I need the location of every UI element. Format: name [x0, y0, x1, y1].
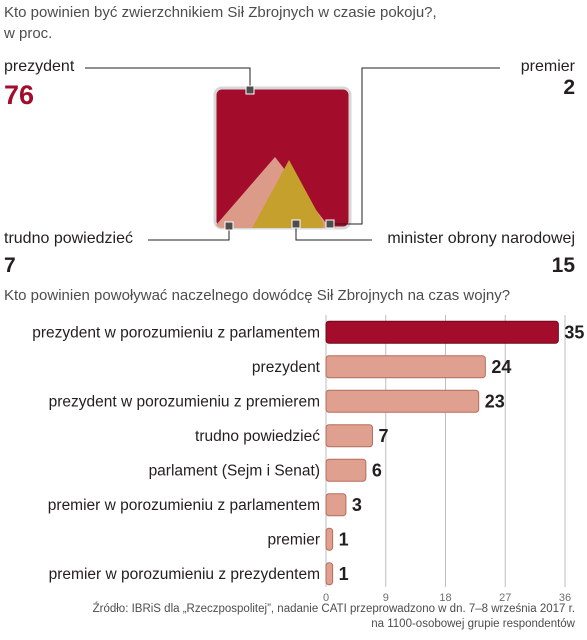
category-label-3: trudno powiedzieć — [195, 428, 320, 445]
source-line-2: na 1100-osobowej grupie respondentów — [371, 618, 575, 630]
label-prezydent: prezydent — [4, 58, 75, 75]
marker-prezydent — [245, 85, 255, 95]
leader-minister — [295, 224, 372, 241]
chart1-title: Kto powinien być zwierzchnikiem Sił Zbro… — [4, 2, 474, 44]
category-label-6: premier — [267, 531, 320, 548]
chart1-subtitle: w proc. — [4, 25, 53, 42]
source-line-1: Źródło: IBRiS dla „Rzeczpospolitej”, nad… — [92, 603, 575, 615]
label-premier: premier — [520, 58, 575, 75]
category-label-0: prezydent w porozumieniu z parlamentem — [32, 324, 320, 341]
bar-4 — [325, 458, 367, 482]
bar-chart: prezydent w porozumieniu z parlamentem 35… — [32, 315, 584, 604]
tick-label-2: 18 — [439, 592, 451, 604]
value-minister: 15 — [551, 254, 575, 277]
value-label-0: 35 — [564, 322, 584, 342]
value-label-2: 23 — [485, 391, 505, 411]
bar-0 — [325, 320, 559, 344]
square-chart — [85, 67, 500, 241]
value-prezydent: 76 — [4, 80, 35, 110]
leader-premier — [330, 67, 500, 225]
value-label-3: 7 — [378, 426, 388, 446]
bar-1 — [325, 355, 486, 379]
label-minister: minister obrony narodowej — [387, 230, 575, 247]
value-label-5: 3 — [352, 495, 362, 515]
bar-2 — [325, 389, 480, 413]
chart2-title: Kto powinien powoływać naczelnego dowódc… — [4, 287, 511, 304]
category-label-2: prezydent w porozumieniu z premierem — [49, 393, 320, 410]
category-label-7: premier w porozumieniu z prezydentem — [49, 566, 320, 583]
value-label-7: 1 — [339, 564, 349, 584]
bar-3 — [325, 424, 373, 448]
bar-marks: prezydent w porozumieniu z parlamentem 35… — [32, 320, 584, 586]
leader-trudno — [148, 226, 230, 241]
bar-7 — [325, 562, 334, 586]
bar-6 — [325, 527, 334, 551]
chart1-title-text: Kto powinien być zwierzchnikiem Sił Zbro… — [4, 4, 437, 21]
slice-minister — [250, 160, 328, 228]
value-trudno: 7 — [4, 254, 16, 277]
value-label-1: 24 — [491, 357, 511, 377]
tick-label-4: 36 — [559, 592, 571, 604]
value-label-6: 1 — [339, 529, 349, 549]
category-label-4: parlament (Sejm i Senat) — [149, 462, 320, 479]
label-trudno: trudno powiedzieć — [4, 230, 133, 247]
category-label-1: prezydent — [252, 359, 321, 376]
marker-minister — [291, 219, 301, 229]
value-label-4: 6 — [372, 460, 382, 480]
marker-trudno — [224, 221, 234, 231]
bar-ticks: 0 9 18 27 36 — [323, 592, 571, 604]
marker-premier — [325, 219, 335, 229]
leader-prezydent — [85, 67, 251, 90]
tick-label-3: 27 — [499, 592, 511, 604]
tick-label-1: 9 — [383, 592, 389, 604]
bar-5 — [325, 493, 347, 517]
value-premier: 2 — [563, 76, 575, 99]
tick-label-0: 0 — [323, 592, 329, 604]
category-label-5: premier w porozumieniu z parlamentem — [48, 497, 320, 514]
